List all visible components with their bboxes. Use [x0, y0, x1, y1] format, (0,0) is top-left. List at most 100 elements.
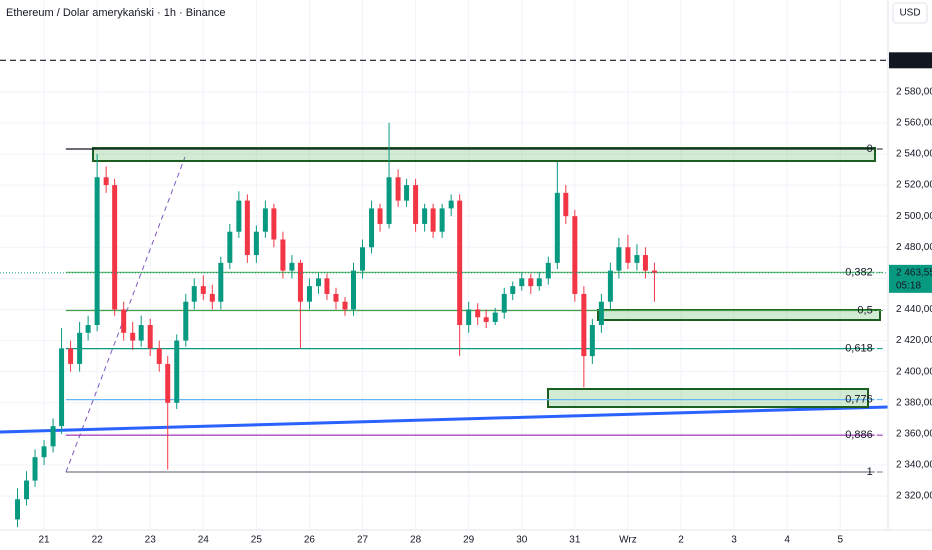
trend-line: [0, 405, 889, 434]
axes: 2 320,00 2 340,00 2 360,00 2 380,00 2 400,00…: [38, 52, 932, 546]
last-price-label: 2 463,55: [896, 267, 932, 278]
x-tick-label: 3: [731, 535, 737, 546]
candle-body: [510, 286, 516, 294]
candle-body: [430, 208, 436, 232]
y-tick-label: 2 520,00: [896, 180, 932, 191]
candle-body: [342, 301, 348, 310]
drawings: 0 0,382 0,5 0,618 0,776 0,886 1: [0, 143, 889, 478]
candle-body: [200, 286, 206, 294]
currency-button[interactable]: [892, 2, 928, 24]
candle-body: [492, 312, 498, 322]
fib-label: 0,382: [845, 266, 873, 278]
candle-body: [404, 185, 410, 201]
x-tick-label: 30: [516, 535, 528, 546]
overlay: [0, 59, 888, 274]
candle-body: [333, 293, 339, 302]
x-tick-label: 23: [145, 535, 157, 546]
candle-body: [598, 301, 604, 326]
y-tick-label: 2 380,00: [896, 397, 932, 408]
candle-body: [634, 255, 640, 263]
candle-body: [554, 192, 560, 263]
price-marker-box: [889, 52, 932, 69]
x-tick-label: 4: [784, 535, 790, 546]
y-tick-label: 2 480,00: [896, 242, 932, 253]
x-tick-label: 26: [304, 535, 316, 546]
candle-body: [24, 480, 30, 500]
candle-body: [59, 348, 65, 427]
candle-body: [50, 426, 56, 447]
currency-label[interactable]: USD: [899, 8, 920, 19]
candle-body: [545, 262, 551, 279]
fib-label: 0,5: [857, 304, 872, 316]
candle-body: [262, 208, 268, 232]
candle-body: [147, 325, 153, 349]
candle-body: [15, 499, 21, 520]
x-tick-label: 29: [463, 535, 475, 546]
candle-body: [466, 309, 472, 326]
candle-body: [280, 239, 286, 271]
candle-body: [536, 278, 542, 287]
candle-body: [457, 200, 463, 326]
chart-title: Ethereum / Dolar amerykański · 1h · Bina…: [6, 7, 225, 19]
candle-body: [625, 247, 631, 263]
y-tick-label: 2 560,00: [896, 117, 932, 128]
price-marker-label: 2 600,22: [896, 55, 932, 66]
candle-body: [581, 293, 587, 357]
last-price-box: [889, 264, 932, 293]
candle-body: [422, 208, 428, 224]
supply-zone: [92, 147, 876, 162]
candle-body: [651, 270, 657, 273]
candle-body: [528, 278, 534, 287]
candle-body: [130, 332, 136, 341]
candles: [15, 122, 657, 528]
candle-body: [386, 177, 392, 224]
x-tick-label: 31: [569, 535, 581, 546]
y-tick-label: 2 500,00: [896, 211, 932, 222]
candle-body: [121, 309, 127, 333]
last-price-timer: 05:18: [896, 280, 921, 291]
candle-body: [572, 216, 578, 294]
trend-angle-line: [65, 156, 186, 473]
candle-body: [244, 200, 250, 256]
y-tick-label: 2 440,00: [896, 304, 932, 315]
candle-body: [289, 262, 295, 271]
x-tick-label: 25: [251, 535, 263, 546]
y-tick-label: 2 400,00: [896, 366, 932, 377]
candle-body: [191, 286, 197, 302]
candle-body: [227, 231, 233, 263]
candle-body: [616, 247, 622, 271]
candle-body: [32, 457, 38, 481]
y-tick-label: 2 540,00: [896, 149, 932, 160]
demand-zone: [547, 388, 869, 408]
y-tick-label: 2 340,00: [896, 460, 932, 471]
candle-body: [165, 363, 171, 403]
y-tick-label: 2 320,00: [896, 491, 932, 502]
candle-body: [642, 255, 648, 271]
candle-body: [156, 348, 162, 364]
x-tick-label: 2: [678, 535, 684, 546]
candle-body: [183, 301, 189, 341]
candle-body: [360, 247, 366, 271]
candle-body: [103, 177, 109, 186]
candle-body: [209, 293, 215, 302]
fib-label: 0,618: [845, 343, 873, 355]
candle-body: [271, 208, 277, 240]
candle-body: [112, 185, 118, 310]
candle-body: [315, 278, 321, 287]
candle-body: [563, 192, 569, 217]
candle-body: [94, 177, 100, 326]
candle-body: [377, 208, 383, 224]
fib-label: 0,776: [845, 394, 873, 406]
support-zone: [597, 309, 881, 321]
fib-label: 1: [867, 466, 873, 478]
candle-body: [483, 317, 489, 322]
candle-body: [306, 286, 312, 302]
y-tick-label: 2 580,00: [896, 86, 932, 97]
candle-body: [68, 348, 74, 364]
candle-body: [218, 262, 224, 302]
candle-body: [589, 325, 595, 357]
x-tick-label: 24: [198, 535, 210, 546]
y-tick-label: 2 360,00: [896, 429, 932, 440]
candle-body: [369, 208, 375, 248]
